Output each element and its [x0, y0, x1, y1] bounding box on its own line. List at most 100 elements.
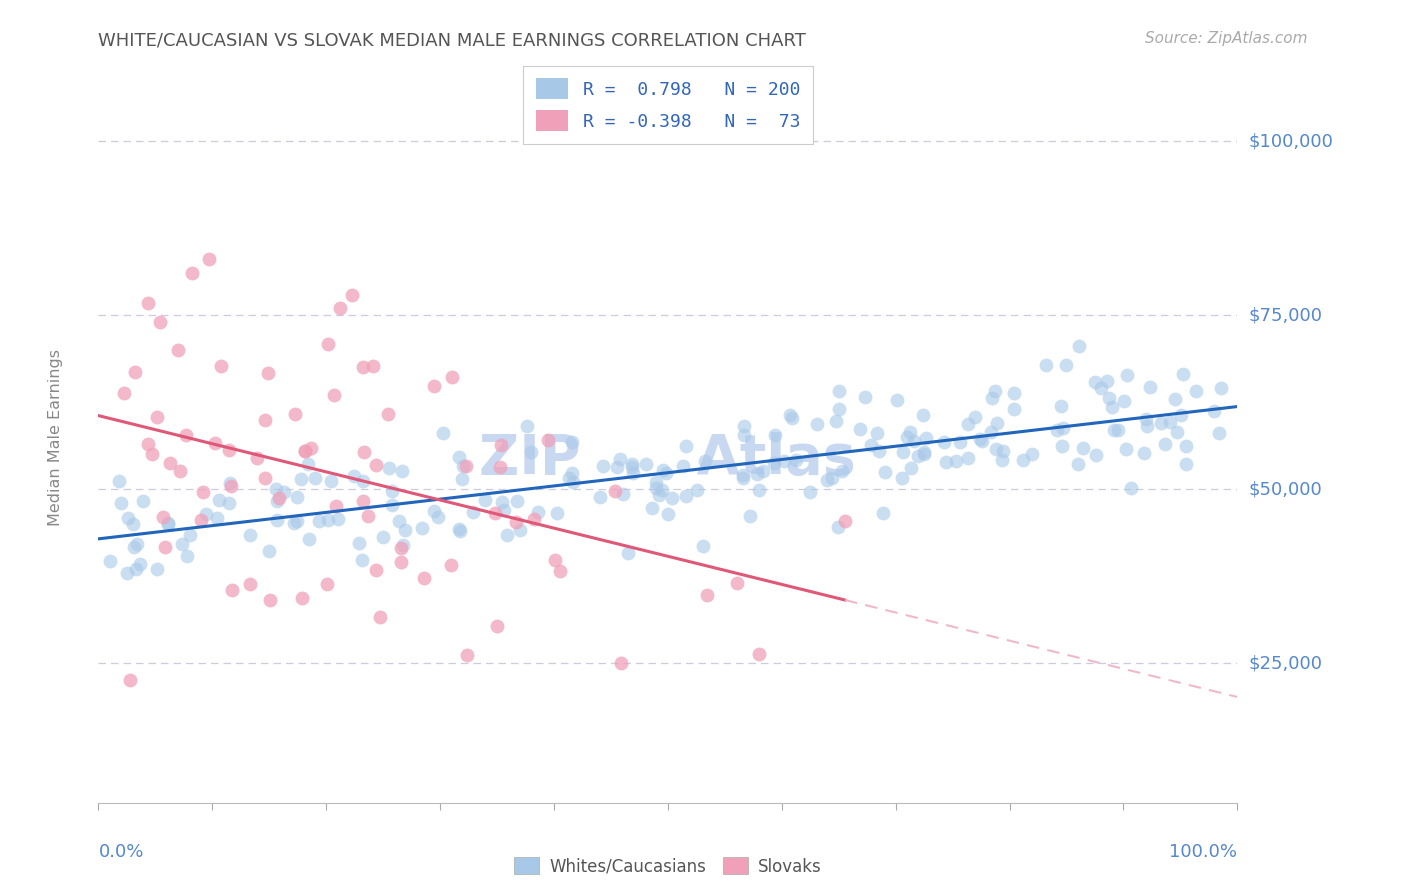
Point — [112, 386, 135, 401]
Point — [505, 516, 527, 530]
Point — [491, 495, 513, 509]
Point — [1135, 412, 1157, 426]
Point — [986, 416, 1008, 430]
Text: $25,000: $25,000 — [1249, 655, 1323, 673]
Point — [935, 455, 957, 469]
Point — [381, 498, 404, 512]
Point — [827, 520, 849, 534]
Point — [451, 458, 474, 473]
Point — [174, 428, 197, 442]
Point — [612, 487, 634, 501]
Point — [423, 378, 446, 392]
Point — [896, 430, 918, 444]
Point — [956, 451, 979, 466]
Point — [907, 449, 929, 463]
Point — [828, 384, 851, 398]
Point — [440, 370, 463, 384]
Text: 0.0%: 0.0% — [98, 843, 143, 861]
Point — [868, 444, 890, 458]
Legend: Whites/Caucasians, Slovaks: Whites/Caucasians, Slovaks — [508, 851, 828, 882]
Point — [377, 461, 399, 475]
Point — [318, 513, 340, 527]
Point — [605, 460, 627, 475]
Text: $50,000: $50,000 — [1249, 480, 1322, 499]
Point — [641, 500, 664, 515]
Point — [357, 509, 380, 524]
Point — [1136, 418, 1159, 433]
Point — [297, 532, 319, 546]
Point — [259, 593, 281, 607]
Point — [159, 456, 181, 470]
Point — [831, 464, 853, 478]
Point — [304, 471, 326, 485]
Point — [834, 514, 856, 528]
Point — [284, 407, 307, 421]
Point — [963, 409, 986, 424]
Point — [1185, 384, 1208, 398]
Point — [391, 538, 413, 552]
Point — [980, 425, 1002, 439]
Point — [1046, 423, 1069, 437]
Point — [149, 314, 172, 328]
Point — [866, 426, 889, 441]
Point — [873, 465, 896, 479]
Point — [1084, 449, 1107, 463]
Point — [308, 514, 330, 528]
Point — [903, 434, 925, 448]
Point — [1095, 374, 1118, 388]
Point — [253, 470, 276, 484]
Point — [828, 402, 851, 417]
Point — [259, 544, 281, 558]
Point — [779, 408, 801, 422]
Point — [394, 523, 416, 537]
Point — [527, 505, 550, 519]
Point — [872, 506, 894, 520]
Point — [246, 451, 269, 466]
Point — [127, 537, 149, 551]
Point — [353, 445, 375, 459]
Point — [1052, 421, 1074, 435]
Point — [675, 439, 697, 453]
Point — [623, 467, 645, 481]
Point — [1115, 442, 1137, 456]
Point — [617, 547, 640, 561]
Point — [124, 365, 146, 379]
Point — [340, 288, 363, 302]
Text: Median Male Earnings: Median Male Earnings — [48, 349, 63, 525]
Point — [361, 359, 384, 374]
Point — [860, 438, 883, 452]
Point — [1071, 441, 1094, 455]
Point — [505, 494, 527, 508]
Point — [1050, 399, 1073, 413]
Point — [1133, 446, 1156, 460]
Point — [1035, 359, 1057, 373]
Point — [738, 508, 761, 523]
Point — [316, 337, 339, 351]
Point — [592, 459, 614, 474]
Point — [733, 427, 755, 442]
Point — [269, 491, 291, 505]
Point — [956, 417, 979, 431]
Point — [389, 555, 412, 569]
Point — [915, 431, 938, 445]
Point — [195, 507, 218, 521]
Point — [329, 301, 352, 315]
Point — [156, 516, 179, 531]
Point — [1012, 452, 1035, 467]
Point — [561, 467, 583, 481]
Point — [98, 554, 121, 568]
Point — [609, 656, 631, 670]
Point — [486, 618, 509, 632]
Point — [806, 417, 828, 431]
Point — [146, 409, 169, 424]
Point — [1175, 439, 1198, 453]
Point — [447, 450, 470, 465]
Point — [495, 528, 517, 542]
Point — [1149, 417, 1171, 431]
Point — [986, 442, 1008, 456]
Point — [325, 499, 347, 513]
Point — [125, 562, 148, 576]
Point — [785, 453, 807, 467]
Point — [291, 591, 314, 605]
Point — [484, 506, 506, 520]
